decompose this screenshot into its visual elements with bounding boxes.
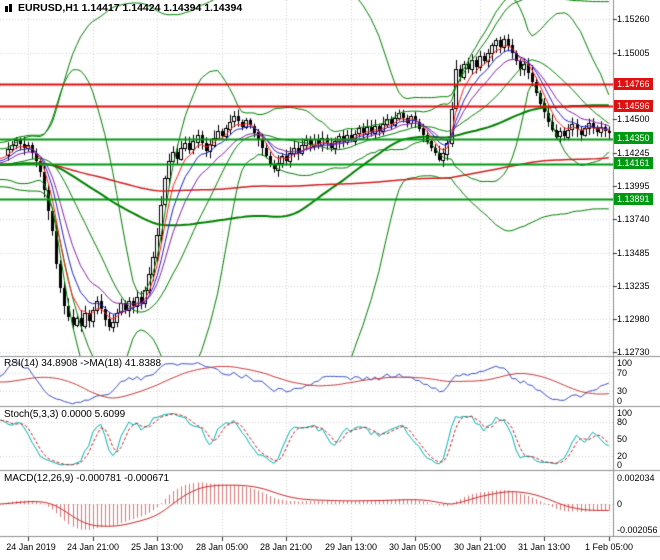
price-tick-label: 1.14500 (617, 114, 650, 125)
time-axis-label: 24 Jan 2019 (6, 542, 56, 552)
macd-tick-label: -0.002056 (617, 525, 658, 536)
price-tick-label: 1.13995 (617, 180, 650, 191)
price-tick-label: 1.15260 (617, 14, 650, 25)
price-tick-label: 1.13740 (617, 214, 650, 225)
stoch-tick-label: 100 (617, 408, 633, 418)
time-axis-label: 31 Jan 13:00 (517, 542, 571, 552)
stoch-tick-label: 50 (617, 434, 628, 445)
price-tick-label: 1.12980 (617, 314, 650, 325)
price-tick-label: 1.13235 (617, 280, 650, 291)
resistance-price-badge: 1.14766 (614, 77, 653, 90)
price-tick-label: 1.13485 (617, 247, 650, 258)
price-tick-label: 1.15005 (617, 47, 650, 58)
rsi-tick-label: 0 (617, 396, 623, 406)
rsi-tick-label: 70 (617, 368, 628, 378)
macd-indicator-label: MACD(12,26,9) -0.000781 -0.000671 (4, 473, 170, 484)
chart-icon (4, 3, 14, 13)
resistance-price-badge: 1.14596 (614, 99, 653, 112)
rsi-tick-label: 30 (617, 386, 628, 396)
stoch-tick-label: 20 (617, 451, 628, 462)
time-axis-label: 1 Feb 05:00 (584, 542, 634, 552)
price-tick-label: 1.12730 (617, 347, 650, 358)
stoch-tick-label: 80 (617, 417, 628, 428)
time-axis-label: 24 Jan 21:00 (66, 542, 120, 552)
time-axis-label: 28 Jan 05:00 (195, 542, 249, 552)
price-tick-label: 1.14245 (617, 147, 650, 158)
time-axis-label: 30 Jan 05:00 (388, 542, 442, 552)
time-axis-label: 25 Jan 13:00 (130, 542, 184, 552)
macd-tick-label: 0.002034 (617, 472, 655, 483)
chart-title: EURUSD,H1 1.14417 1.14424 1.14394 1.1439… (4, 2, 242, 14)
stoch-tick-label: 0 (617, 460, 623, 470)
time-axis-label: 29 Jan 13:00 (324, 542, 378, 552)
rsi-indicator-label: RSI(14) 34.8908 ->MA(18) 41.8388 (4, 358, 162, 369)
time-axis-label: 28 Jan 21:00 (259, 542, 313, 552)
rsi-tick-label: 100 (617, 358, 633, 368)
support-price-badge: 1.14161 (614, 157, 653, 170)
support-price-badge: 1.14350 (614, 132, 653, 145)
chart-title-text: EURUSD,H1 1.14417 1.14424 1.14394 1.1439… (18, 2, 243, 14)
macd-tick-label: 0 (617, 499, 623, 509)
time-axis-label: 30 Jan 21:00 (453, 542, 507, 552)
stoch-indicator-label: Stoch(5,3,3) 0.0000 5.6099 (4, 409, 126, 420)
support-price-badge: 1.13891 (614, 192, 653, 205)
